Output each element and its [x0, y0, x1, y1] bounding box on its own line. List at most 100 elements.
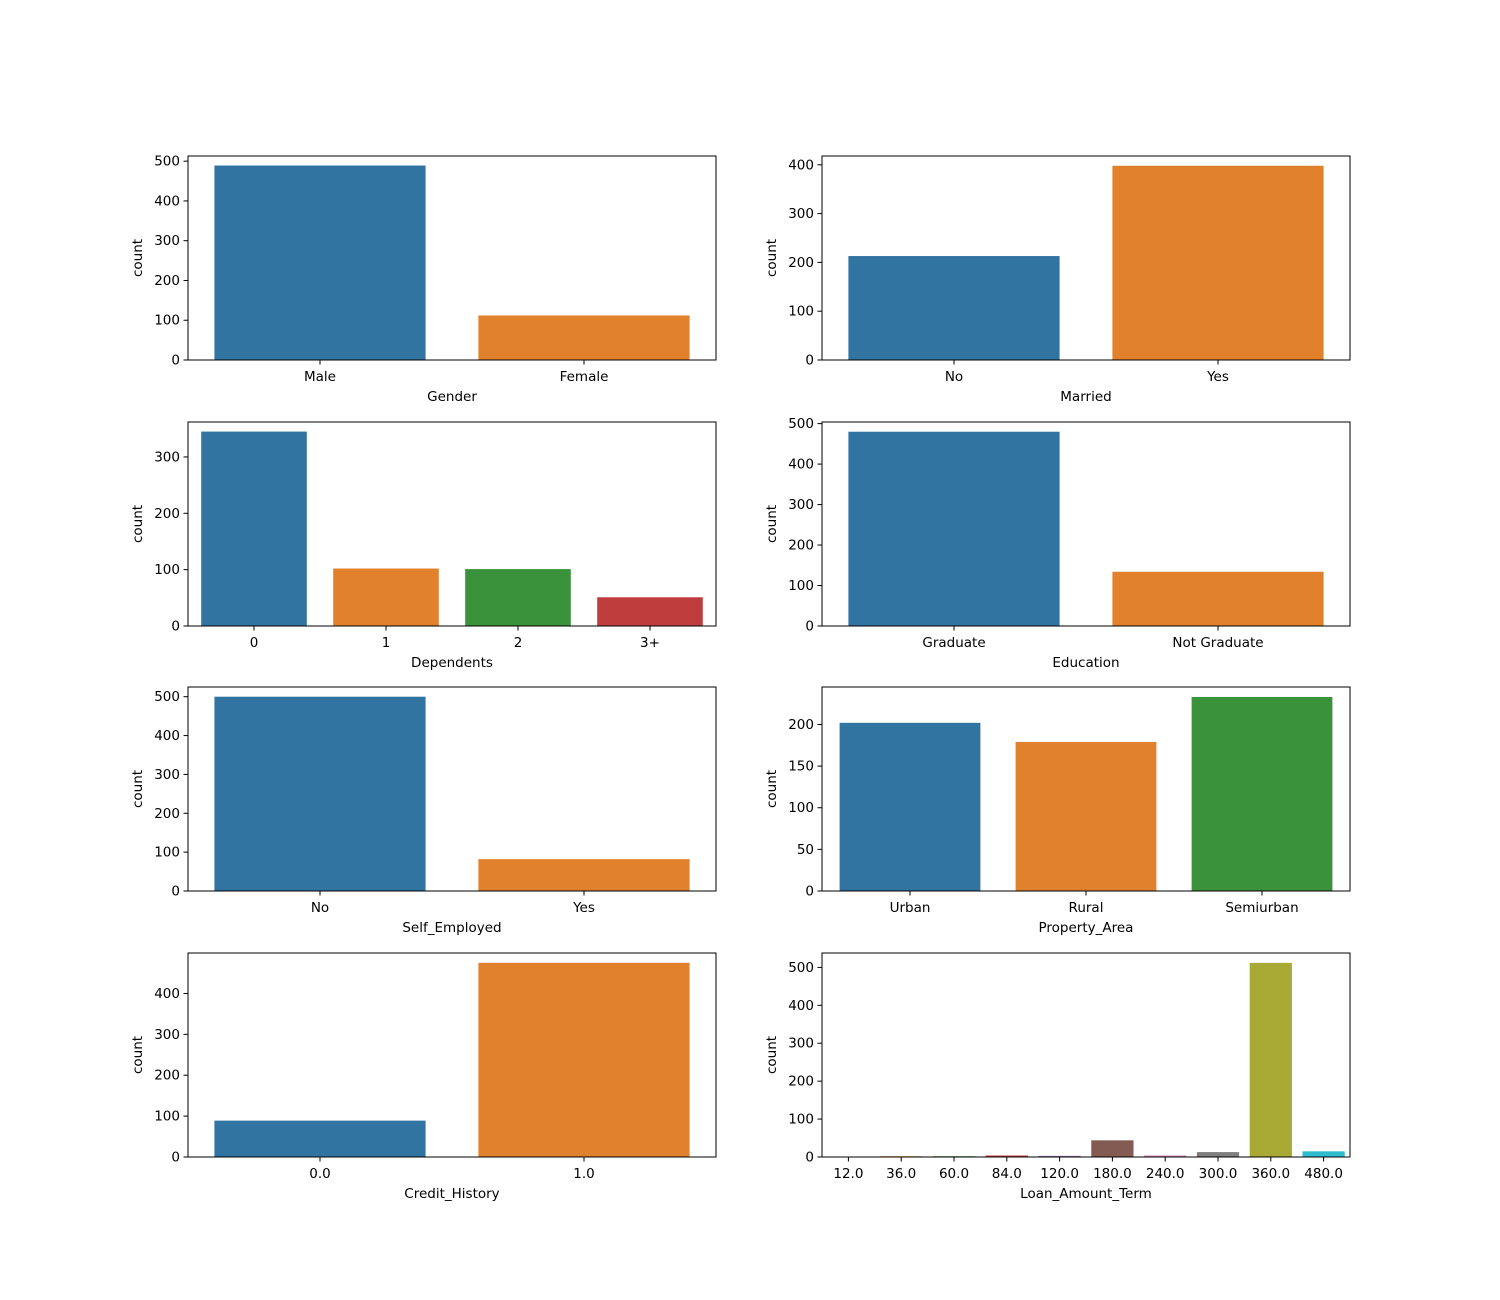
y-tick-label: 400 — [154, 986, 180, 1002]
x-axis-label: Married — [1060, 389, 1111, 405]
x-tick-label: Not Graduate — [1172, 635, 1263, 651]
y-tick-label: 100 — [154, 313, 180, 329]
y-tick-label: 200 — [788, 255, 814, 271]
bar-Male — [214, 165, 426, 360]
y-tick-label: 200 — [788, 538, 814, 554]
x-axis-label: Credit_History — [404, 1186, 499, 1202]
y-tick-label: 100 — [788, 304, 814, 320]
bar-Yes — [1112, 165, 1324, 360]
x-tick-label: 120.0 — [1040, 1166, 1079, 1182]
x-tick-label: 36.0 — [886, 1166, 916, 1182]
y-tick-label: 500 — [154, 154, 180, 170]
bar-300.0 — [1196, 1152, 1240, 1157]
x-tick-label: Male — [304, 369, 336, 385]
bar-Rural — [1015, 741, 1157, 891]
bar-1.0 — [478, 962, 690, 1157]
subplot-credit-history: 0 100 200 300 400 0.0 1.0 Credit_History count — [130, 952, 717, 1202]
y-axis-label: count — [764, 1036, 780, 1074]
y-tick-label: 300 — [154, 233, 180, 249]
x-tick-label: 0.0 — [309, 1166, 330, 1182]
y-tick-label: 100 — [788, 1112, 814, 1128]
x-tick-label: Yes — [1206, 369, 1229, 385]
x-tick-label: 360.0 — [1251, 1166, 1290, 1182]
x-axis-label: Gender — [427, 389, 477, 405]
y-tick-label: 0 — [171, 353, 180, 369]
bar-Semiurban — [1191, 696, 1333, 891]
x-tick-label: No — [311, 900, 329, 916]
bar-120.0 — [1038, 1155, 1081, 1157]
x-tick-label: 1.0 — [573, 1166, 594, 1182]
y-tick-label: 500 — [154, 689, 180, 705]
y-tick-label: 0 — [805, 1150, 814, 1166]
x-axis-label: Property_Area — [1039, 920, 1134, 936]
y-tick-label: 0 — [805, 353, 814, 369]
axes-frame — [821, 155, 1351, 361]
y-tick-label: 300 — [154, 1027, 180, 1043]
y-axis-label: count — [764, 505, 780, 543]
y-tick-label: 100 — [788, 578, 814, 594]
subplot-loan-amount-term: 0 100 200 300 400 500 12.0 36.0 60.0 84.0 120.0 180… — [764, 952, 1351, 1202]
y-tick-label: 200 — [788, 1074, 814, 1090]
subplot-married: 0 100 200 300 400 No Yes Married count — [764, 155, 1351, 405]
y-tick-label: 0 — [171, 1150, 180, 1166]
y-axis-label: count — [130, 239, 146, 277]
y-tick-label: 100 — [154, 845, 180, 861]
y-tick-label: 400 — [788, 998, 814, 1014]
subplot-self-employed: 0 100 200 300 400 500 No Yes Self_Employed count — [130, 686, 717, 936]
y-tick-label: 50 — [797, 842, 814, 858]
bar-84.0 — [985, 1155, 1028, 1157]
y-axis-label: count — [130, 505, 146, 543]
y-tick-label: 500 — [788, 416, 814, 432]
bar-Not Graduate — [1112, 571, 1324, 626]
bar-Female — [478, 315, 690, 360]
y-tick-label: 200 — [154, 806, 180, 822]
y-tick-label: 100 — [154, 1109, 180, 1125]
y-tick-label: 300 — [154, 449, 180, 465]
axes-frame — [187, 421, 717, 627]
bar-0.0 — [214, 1120, 426, 1157]
x-tick-label: 0 — [250, 635, 259, 651]
axes-frame — [821, 952, 1351, 1158]
y-tick-label: 200 — [788, 717, 814, 733]
x-tick-label: 180.0 — [1093, 1166, 1132, 1182]
y-tick-label: 300 — [788, 1036, 814, 1052]
x-tick-label: Female — [560, 369, 609, 385]
y-tick-label: 0 — [805, 884, 814, 900]
y-axis-label: count — [130, 1036, 146, 1074]
y-tick-label: 100 — [154, 562, 180, 578]
x-tick-label: 12.0 — [833, 1166, 863, 1182]
bar-Graduate — [848, 431, 1060, 626]
x-tick-label: Yes — [572, 900, 595, 916]
y-tick-label: 0 — [805, 619, 814, 635]
y-tick-label: 400 — [788, 157, 814, 173]
bar-1 — [333, 568, 439, 626]
x-tick-label: 300.0 — [1199, 1166, 1238, 1182]
x-tick-label: Graduate — [922, 635, 985, 651]
axes-frame — [187, 155, 717, 361]
y-tick-label: 200 — [154, 1068, 180, 1084]
y-tick-label: 100 — [788, 800, 814, 816]
x-axis-label: Self_Employed — [402, 920, 501, 936]
bar-180.0 — [1091, 1140, 1134, 1157]
x-tick-label: Urban — [890, 900, 931, 916]
y-tick-label: 500 — [788, 960, 814, 976]
axes-frame — [187, 952, 717, 1158]
subplot-education: 0 100 200 300 400 500 Graduate Not Graduate Educ… — [764, 416, 1351, 671]
x-axis-label: Loan_Amount_Term — [1020, 1186, 1152, 1202]
y-tick-label: 150 — [788, 759, 814, 775]
bar-0 — [201, 431, 307, 626]
x-tick-label: 2 — [514, 635, 523, 651]
bar-360.0 — [1249, 962, 1292, 1157]
x-tick-label: 1 — [382, 635, 391, 651]
x-tick-label: No — [945, 369, 963, 385]
x-tick-label: 3+ — [640, 635, 660, 651]
y-tick-label: 400 — [154, 728, 180, 744]
y-tick-label: 300 — [788, 497, 814, 513]
subplot-dependents: 0 100 200 300 0 1 2 3+ Dependents count — [130, 421, 717, 671]
y-tick-label: 0 — [171, 884, 180, 900]
y-tick-label: 400 — [154, 193, 180, 209]
subplot-property-area: 0 50 100 150 200 Urban Rural Semiurban Property_… — [764, 686, 1351, 936]
bar-480.0 — [1302, 1151, 1345, 1157]
bar-2 — [465, 569, 571, 626]
